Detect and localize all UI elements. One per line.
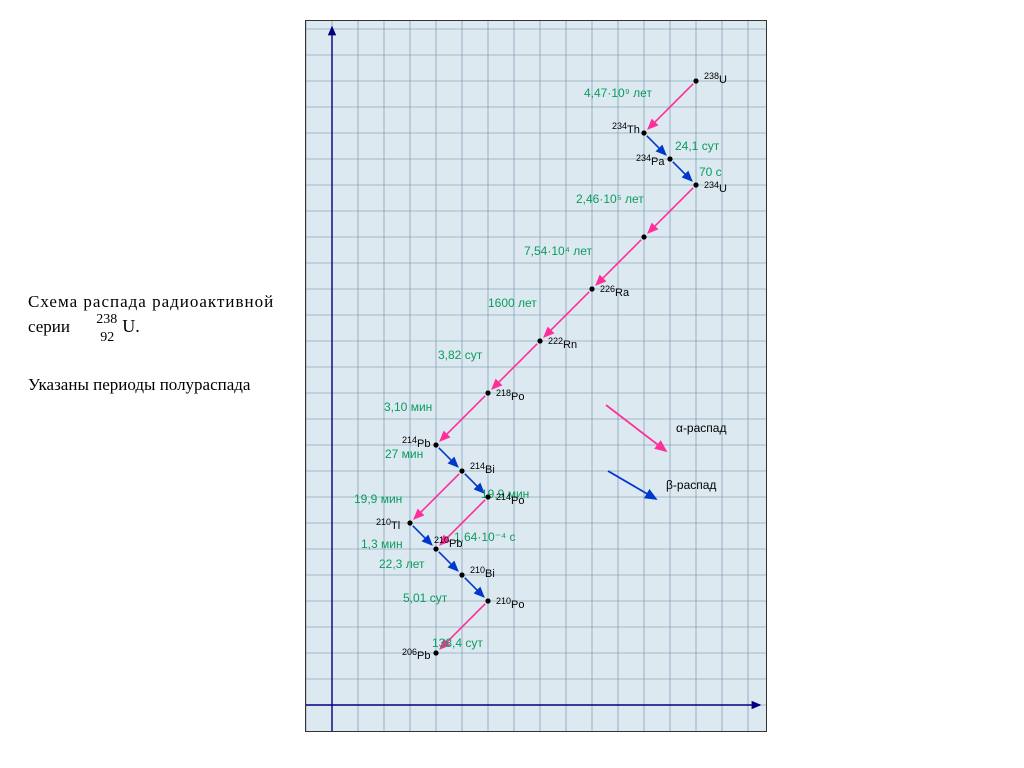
svg-text:1,3 мин: 1,3 мин (361, 537, 403, 551)
svg-text:19,9 мин: 19,9 мин (354, 492, 402, 506)
svg-text:234Th: 234Th (612, 121, 640, 136)
caption-line1a: Схема распада радиоактивной (28, 290, 308, 314)
svg-text:5,01 сут: 5,01 сут (403, 591, 448, 605)
decay-chart-svg: 4,47·10⁹ лет 24,1 сут 70 с 2,46·10⁵ лет 7,54… (306, 21, 766, 731)
svg-text:218Po: 218Po (496, 388, 525, 403)
svg-text:3,82 сут: 3,82 сут (438, 348, 483, 362)
caption-isotope: 238 92 U. (122, 314, 140, 339)
svg-text:238U: 238U (704, 71, 727, 86)
caption-block: Схема распада радиоактивной серии 238 92… (28, 290, 308, 397)
svg-text:1,64·10⁻⁴ с: 1,64·10⁻⁴ с (454, 530, 516, 544)
svg-text:214Bi: 214Bi (470, 461, 495, 476)
svg-text:β-распад: β-распад (666, 478, 716, 492)
svg-text:214Po: 214Po (496, 492, 525, 507)
svg-text:7,54·10⁴ лет: 7,54·10⁴ лет (524, 244, 592, 258)
svg-text:4,47·10⁹ лет: 4,47·10⁹ лет (584, 86, 652, 100)
svg-text:226Ra: 226Ra (600, 284, 630, 299)
svg-text:22,3 лет: 22,3 лет (379, 557, 425, 571)
caption-isotope-mass: 238 (96, 310, 117, 330)
caption-line2: Указаны периоды полураспада (28, 373, 308, 397)
svg-text:206Pb: 206Pb (402, 647, 431, 662)
caption-isotope-sym: U. (122, 316, 140, 336)
svg-text:222Rn: 222Rn (548, 336, 577, 351)
svg-text:3,10 мин: 3,10 мин (384, 400, 432, 414)
svg-text:234U: 234U (704, 180, 727, 195)
svg-text:α-распад: α-распад (676, 421, 726, 435)
svg-text:210Tl: 210Tl (376, 517, 400, 532)
svg-text:70 с: 70 с (699, 165, 722, 179)
svg-text:234Pa: 234Pa (636, 153, 665, 168)
svg-text:2,46·10⁵ лет: 2,46·10⁵ лет (576, 192, 644, 206)
decay-chart: 4,47·10⁹ лет 24,1 сут 70 с 2,46·10⁵ лет 7,54… (305, 20, 767, 732)
svg-text:24,1 сут: 24,1 сут (675, 139, 720, 153)
caption-line1b: серии (28, 317, 70, 336)
svg-text:210Bi: 210Bi (470, 565, 495, 580)
svg-text:1600 лет: 1600 лет (488, 296, 537, 310)
caption-isotope-z: 92 (100, 328, 114, 348)
svg-text:210Po: 210Po (496, 596, 525, 611)
svg-text:138,4 сут: 138,4 сут (432, 636, 483, 650)
